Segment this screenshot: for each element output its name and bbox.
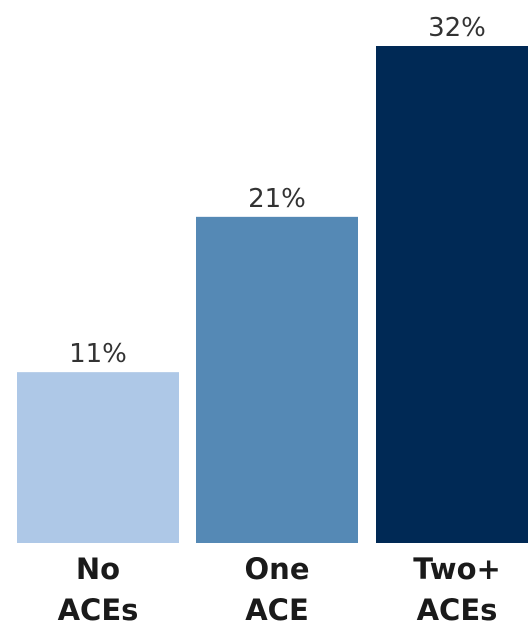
value-label-no-aces: 11% — [69, 339, 127, 369]
value-label-one-ace: 21% — [248, 184, 306, 214]
bars-group — [17, 46, 528, 543]
category-label-no-aces-line-2: ACEs — [58, 593, 139, 627]
category-label-one-ace-line-1: One — [245, 552, 310, 586]
category-label-two-plus-aces-line-1: Two+ — [413, 552, 501, 586]
value-labels-group: 11% 21% 32% — [69, 13, 486, 369]
bar-no-aces — [17, 372, 179, 543]
category-label-no-aces-line-1: No — [76, 552, 120, 586]
bar-one-ace — [196, 216, 358, 543]
category-label-one-ace-line-2: ACE — [245, 593, 309, 627]
category-labels-group: No ACEs One ACE Two+ ACEs — [58, 552, 501, 627]
category-label-two-plus-aces-line-2: ACEs — [417, 593, 498, 627]
bar-two-plus-aces — [376, 46, 528, 543]
value-label-two-plus-aces: 32% — [428, 13, 486, 43]
